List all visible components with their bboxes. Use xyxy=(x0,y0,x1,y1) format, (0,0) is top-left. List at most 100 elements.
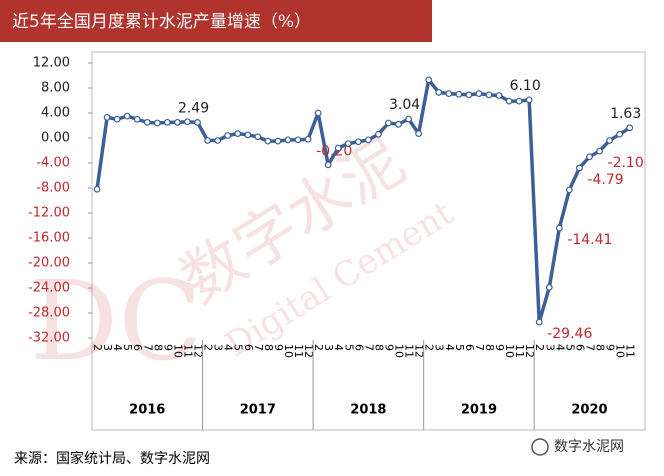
logo-icon xyxy=(531,438,549,456)
x-tick-label: 2 xyxy=(202,344,215,351)
x-tick-label: 8 xyxy=(483,344,496,351)
value-label: 6.10 xyxy=(510,78,541,94)
point xyxy=(93,185,101,193)
point xyxy=(294,136,302,144)
point xyxy=(133,115,141,123)
x-tick-label: 3 xyxy=(433,344,446,351)
x-tick-label: 11 xyxy=(292,344,305,358)
x-tick-label: 7 xyxy=(473,344,486,351)
point xyxy=(495,92,503,99)
value-label: -4.79 xyxy=(587,172,623,188)
point xyxy=(354,138,362,146)
x-tick-label: 10 xyxy=(503,344,516,358)
x-tick-label: 9 xyxy=(382,344,395,351)
x-tick-label: 9 xyxy=(493,344,506,351)
point xyxy=(184,118,191,126)
x-tick-label: 10 xyxy=(393,344,406,358)
point xyxy=(606,137,613,144)
point xyxy=(314,109,322,117)
value-label: -0.20 xyxy=(316,143,352,159)
group-label: 2017 xyxy=(240,403,276,418)
point xyxy=(324,161,332,169)
x-tick-label: 2 xyxy=(423,344,436,351)
chart-title: 近5年全国月度累计水泥产量增速（%） xyxy=(12,12,311,32)
y-tick-label: 0.00 xyxy=(41,131,70,146)
point xyxy=(375,130,382,138)
point xyxy=(455,90,463,98)
logo: 数字水泥网 xyxy=(554,439,624,455)
x-tick-label: 8 xyxy=(372,344,385,351)
y-tick-label: 12.00 xyxy=(33,56,70,71)
y-tick-label: 4.00 xyxy=(41,106,70,121)
x-tick-label: 7 xyxy=(583,344,596,351)
y-tick-label: -32.00 xyxy=(28,331,70,346)
y-tick-label: -24.00 xyxy=(28,281,70,296)
y-tick-label: -20.00 xyxy=(28,256,70,271)
y-tick-label: -12.00 xyxy=(28,206,70,221)
x-tick-label: 11 xyxy=(181,344,194,358)
point xyxy=(224,132,232,139)
x-tick-label: 12 xyxy=(413,344,426,358)
point xyxy=(586,153,593,161)
title-banner xyxy=(0,0,432,42)
point xyxy=(274,137,282,145)
x-tick-label: 12 xyxy=(523,344,536,358)
group-label: 2018 xyxy=(350,403,386,418)
point xyxy=(525,96,533,104)
x-tick-label: 6 xyxy=(131,344,144,351)
point xyxy=(465,91,473,99)
point xyxy=(425,76,433,84)
point xyxy=(565,186,573,194)
x-tick-label: 5 xyxy=(342,344,355,351)
x-tick-label: 10 xyxy=(171,344,184,358)
x-tick-label: 4 xyxy=(332,344,345,351)
source: 来源：国家统计局、数字水泥网 xyxy=(14,450,210,467)
x-tick-label: 12 xyxy=(302,344,315,358)
y-tick-label: -8.00 xyxy=(36,181,70,196)
x-tick-label: 4 xyxy=(553,344,566,351)
point xyxy=(214,137,222,144)
point xyxy=(545,283,553,291)
point xyxy=(515,97,523,105)
point xyxy=(576,164,583,172)
point xyxy=(244,131,252,139)
x-tick-label: 7 xyxy=(141,344,154,351)
value-label: 3.04 xyxy=(389,97,420,113)
point xyxy=(194,119,201,126)
x-tick-label: 10 xyxy=(614,344,627,358)
point xyxy=(395,120,402,128)
x-tick-label: 11 xyxy=(513,344,526,358)
value-label: 1.63 xyxy=(610,106,641,122)
value-label: 2.49 xyxy=(178,100,209,116)
value-label: -29.46 xyxy=(547,326,592,342)
x-tick-label: 5 xyxy=(563,344,576,351)
y-tick-label: -28.00 xyxy=(28,306,70,321)
point xyxy=(405,115,412,123)
x-tick-label: 9 xyxy=(604,344,617,351)
point xyxy=(445,90,453,98)
point xyxy=(113,115,121,123)
x-tick-label: 6 xyxy=(242,344,255,351)
x-tick-label: 9 xyxy=(272,344,285,351)
point xyxy=(475,90,483,98)
point xyxy=(535,318,543,326)
x-tick-label: 8 xyxy=(262,344,275,351)
value-label: -2.10 xyxy=(608,155,644,171)
point xyxy=(123,112,131,120)
point xyxy=(334,144,342,152)
point xyxy=(505,97,513,105)
y-tick-label: -4.00 xyxy=(36,156,70,171)
point xyxy=(153,119,161,127)
group-label: 2020 xyxy=(571,403,607,418)
x-tick-label: 4 xyxy=(443,344,456,351)
plot-frame xyxy=(91,51,646,431)
point xyxy=(616,130,624,138)
point xyxy=(555,224,563,232)
value-label: -14.41 xyxy=(567,232,612,248)
x-tick-label: 3 xyxy=(543,344,556,351)
y-tick-label: 8.00 xyxy=(41,81,70,96)
point xyxy=(485,91,493,99)
watermark-mark: DC xyxy=(30,257,202,385)
x-tick-label: 3 xyxy=(212,344,225,351)
